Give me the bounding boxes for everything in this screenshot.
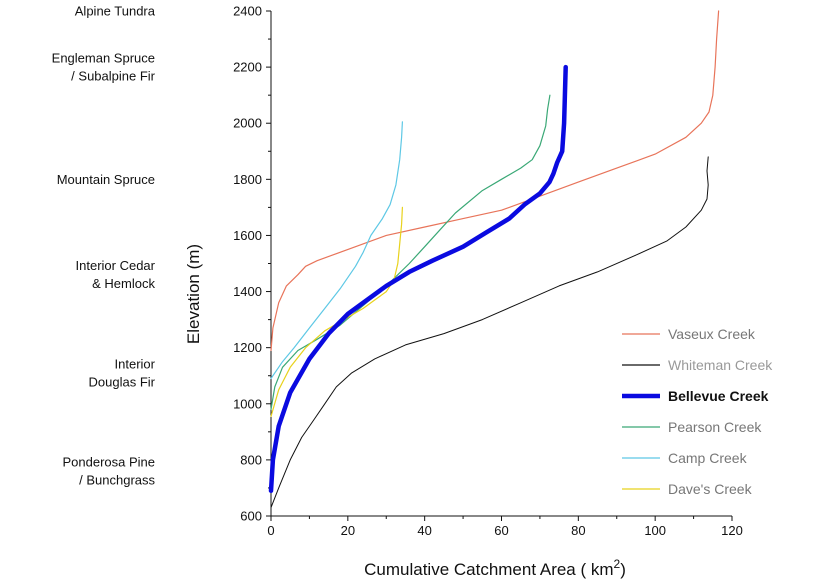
series-line-dave-s-creek [270,206,403,417]
legend: Vaseux Creek Whiteman Creek Bellevue Creek… [622,326,773,497]
zone-label: Interior Cedar & Hemlock [76,258,156,291]
x-tick-label: 20 [341,523,355,538]
series-line-vaseux-creek [270,10,720,352]
zone-label-line: / Subalpine Fir [71,69,155,84]
x-tick-label: 60 [494,523,508,538]
zone-label-line: Interior Cedar [76,258,156,273]
legend-label-pearson-creek: Pearson Creek [668,419,762,435]
y-tick-label: 600 [240,509,262,524]
zone-label: Alpine Tundra [75,4,156,19]
x-axis-title-main: Cumulative Catchment Area ( km [364,560,613,579]
zone-label: Mountain Spruce [57,172,155,187]
zone-label-line: Ponderosa Pine [62,455,155,470]
zone-label-line: Douglas Fir [89,374,156,389]
x-tick-label: 100 [644,523,666,538]
y-tick-label: 2000 [233,116,262,131]
zone-label: Engleman Spruce / Subalpine Fir [52,51,156,84]
x-axis-title-superscript: 2 [614,557,621,571]
legend-label-dave-s-creek: Dave's Creek [668,481,753,497]
zone-label: Interior Douglas Fir [89,356,156,389]
zone-label-line: Engleman Spruce [52,51,155,66]
axes: 600 800 1000 1200 1400 1600 1800 2000 2200 2400 0 2… [233,4,743,539]
legend-label-vaseux-creek: Vaseux Creek [668,326,756,342]
y-tick-label: 1000 [233,396,262,411]
y-tick-label: 1600 [233,228,262,243]
x-tick-label: 0 [267,523,274,538]
y-tick-label: 1400 [233,284,262,299]
zone-label-line: & Hemlock [92,276,155,291]
series-lines [268,10,720,509]
vegetation-zone-labels: Alpine Tundra Engleman Spruce / Subalpine … [52,4,156,488]
y-axis-title: Elevation (m) [184,244,203,344]
zone-label-line: / Bunchgrass [79,473,155,488]
zone-label-line: Interior [115,356,156,371]
x-tick-label: 80 [571,523,585,538]
y-tick-label: 1200 [233,340,262,355]
legend-label-camp-creek: Camp Creek [668,450,748,466]
x-axis-title: Cumulative Catchment Area ( km2) [364,557,626,579]
zone-label: Ponderosa Pine / Bunchgrass [62,455,155,488]
zone-label-line: Alpine Tundra [75,4,156,19]
zone-label-line: Mountain Spruce [57,172,155,187]
y-tick-label: 2200 [233,60,262,75]
legend-label-bellevue-creek: Bellevue Creek [668,388,769,404]
y-tick-label: 2400 [233,4,262,19]
y-tick-label: 800 [240,452,262,467]
x-tick-label: 40 [417,523,431,538]
y-tick-label: 1800 [233,172,262,187]
x-tick-label: 120 [721,523,743,538]
series-line-bellevue-creek [268,64,568,494]
series-line-camp-creek [270,121,403,380]
series-line-whiteman-creek [270,156,709,509]
series-line-pearson-creek [270,94,551,410]
legend-label-whiteman-creek: Whiteman Creek [668,357,773,373]
x-axis-title-end: ) [620,560,626,579]
